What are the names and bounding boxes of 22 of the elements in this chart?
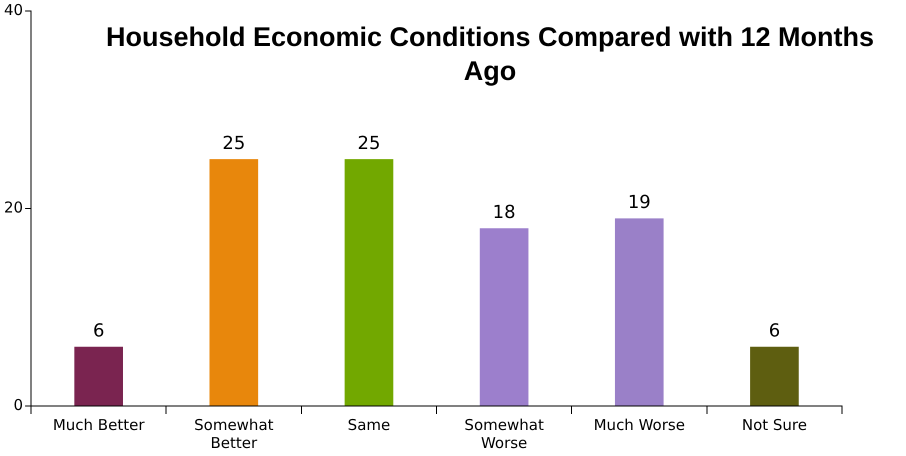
bar bbox=[209, 159, 258, 406]
bar bbox=[74, 346, 123, 406]
data-label: 6 bbox=[768, 320, 780, 342]
data-label: 25 bbox=[222, 132, 246, 154]
x-tick-label: Much Better bbox=[52, 416, 146, 434]
bar bbox=[750, 346, 799, 406]
data-label: 6 bbox=[92, 320, 104, 342]
y-tick-label: 0 bbox=[14, 396, 24, 414]
bar bbox=[614, 218, 664, 406]
x-tick-label: Not Sure bbox=[742, 416, 807, 434]
data-label: 18 bbox=[492, 202, 516, 223]
x-tick-label: Somewhat Better bbox=[194, 416, 274, 452]
x-tick-label: Much Worse bbox=[594, 416, 685, 434]
x-tick-label: Somewhat Worse bbox=[464, 416, 544, 452]
data-label: 19 bbox=[628, 192, 651, 214]
text: Household Economic Conditions Compared with 12 Months Ago bbox=[104, 21, 876, 88]
x-tick-label: Same bbox=[348, 416, 390, 434]
bar bbox=[480, 228, 528, 406]
data-label: 25 bbox=[358, 132, 380, 154]
y-tick-label: 20 bbox=[4, 198, 24, 216]
y-tick-label: 40 bbox=[4, 0, 24, 19]
bar bbox=[344, 159, 394, 406]
